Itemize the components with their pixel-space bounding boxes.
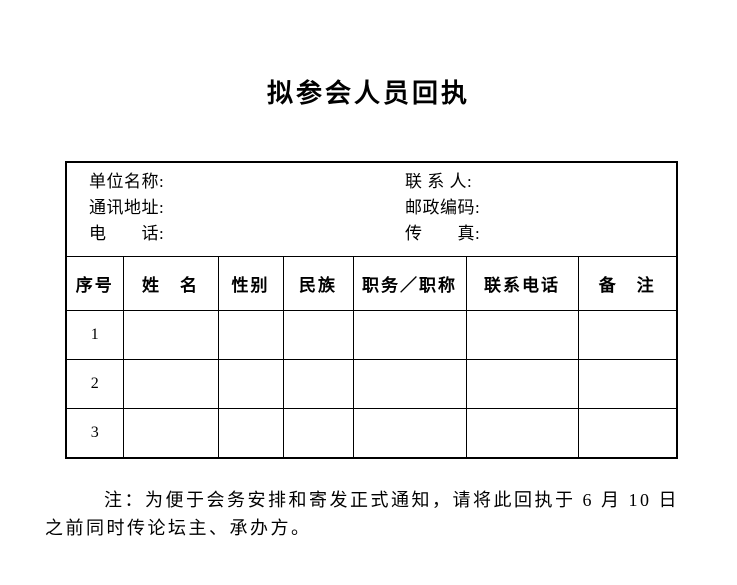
row1-position-cell[interactable]: [352, 310, 467, 360]
header-ethnicity: 民族: [282, 256, 354, 311]
address-label: 通讯地址:: [89, 198, 165, 217]
header-position-title: 职务／职称: [352, 256, 467, 311]
note-line-1: 注：为便于会务安排和寄发正式通知，请将此回执于 6 月 10 日: [104, 490, 679, 510]
fax-line: 传 真:: [405, 221, 676, 247]
table-header-row: 序号 姓 名 性别 民族 职务／职称 联系电话 备 注: [65, 256, 678, 311]
row1-serial-number: 1: [65, 310, 124, 360]
postal-code-label: 邮政编码:: [405, 198, 481, 217]
row1-gender-cell[interactable]: [217, 310, 284, 360]
note-line-2: 之前同时传论坛主、承办方。: [45, 518, 312, 538]
row3-gender-cell[interactable]: [217, 408, 284, 459]
table-row-3: 3: [65, 408, 678, 459]
row2-gender-cell[interactable]: [217, 359, 284, 409]
contact-person-label: 联 系 人:: [405, 172, 473, 191]
header-contact-phone: 联系电话: [465, 256, 579, 311]
row1-remarks-cell[interactable]: [577, 310, 678, 360]
table-row-1: 1: [65, 310, 678, 360]
row3-serial-number: 3: [65, 408, 124, 459]
row2-phone-cell[interactable]: [465, 359, 579, 409]
document-title: 拟参会人员回执: [266, 78, 470, 108]
row3-name-cell[interactable]: [122, 408, 219, 459]
row1-ethnicity-cell[interactable]: [282, 310, 354, 360]
fax-label: 传 真:: [405, 224, 481, 243]
row2-remarks-cell[interactable]: [577, 359, 678, 409]
row2-name-cell[interactable]: [122, 359, 219, 409]
postal-code-line: 邮政编码:: [405, 195, 676, 221]
contact-person-line: 联 系 人:: [405, 169, 676, 195]
note-paragraph: 注：为便于会务安排和寄发正式通知，请将此回执于 6 月 10 日之前同时传论坛主…: [45, 486, 697, 542]
row1-phone-cell[interactable]: [465, 310, 579, 360]
unit-name-label: 单位名称:: [89, 172, 165, 191]
reply-form-table: 单位名称: 联 系 人: 通讯地址: 邮政编码: 电 话: 传 真: 序号 姓 …: [65, 161, 679, 459]
row2-position-cell[interactable]: [352, 359, 467, 409]
contact-info-grid: 单位名称: 联 系 人: 通讯地址: 邮政编码: 电 话: 传 真:: [67, 163, 676, 247]
header-remarks: 备 注: [577, 256, 678, 311]
unit-name-line: 单位名称:: [89, 169, 405, 195]
row3-phone-cell[interactable]: [465, 408, 579, 459]
row1-name-cell[interactable]: [122, 310, 219, 360]
address-line: 通讯地址:: [89, 195, 405, 221]
header-name: 姓 名: [122, 256, 219, 311]
contact-info-cell: 单位名称: 联 系 人: 通讯地址: 邮政编码: 电 话: 传 真:: [65, 161, 678, 257]
row3-ethnicity-cell[interactable]: [282, 408, 354, 459]
row2-ethnicity-cell[interactable]: [282, 359, 354, 409]
row3-remarks-cell[interactable]: [577, 408, 678, 459]
table-row-2: 2: [65, 359, 678, 409]
header-gender: 性别: [217, 256, 284, 311]
header-serial-number: 序号: [65, 256, 124, 311]
phone-line: 电 话:: [89, 221, 405, 247]
phone-label: 电 话:: [89, 224, 165, 243]
contact-info-row: 单位名称: 联 系 人: 通讯地址: 邮政编码: 电 话: 传 真:: [65, 161, 678, 257]
row3-position-cell[interactable]: [352, 408, 467, 459]
row2-serial-number: 2: [65, 359, 124, 409]
